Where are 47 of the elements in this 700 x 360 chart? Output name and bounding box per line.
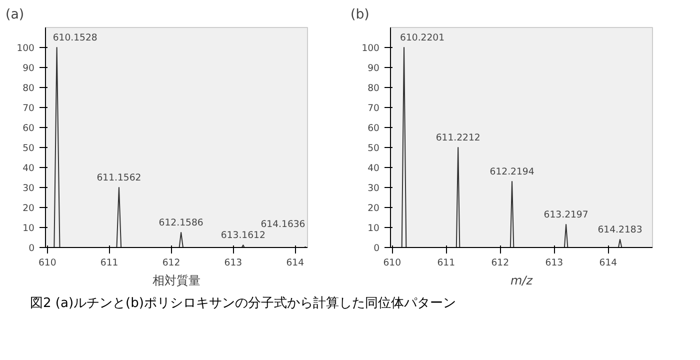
y-tick-label: 20 [22, 203, 35, 214]
y-tick-label: 60 [22, 123, 35, 134]
y-tick-label: 80 [22, 83, 35, 94]
y-tick-label: 80 [368, 83, 380, 94]
y-tick-label: 70 [368, 103, 380, 114]
y-tick-label: 70 [22, 103, 35, 114]
y-tick-label: 30 [22, 183, 35, 194]
y-tick-label: 10 [22, 223, 35, 234]
y-tick-label: 50 [22, 143, 35, 154]
x-tick-label: 613 [545, 258, 564, 268]
y-tick-label: 20 [368, 203, 380, 214]
annotation: 613.1612 [220, 230, 266, 242]
x-axis-title: 相対質量 [152, 274, 200, 288]
y-tick-label: 0 [374, 243, 380, 254]
y-tick-label: 40 [22, 163, 35, 174]
annotation: 611.1562 [96, 172, 142, 184]
y-tick-label: 100 [362, 43, 380, 54]
annotation: 614.1636 [260, 218, 306, 230]
annotation: 610.1528 [52, 32, 98, 44]
y-tick-label: 40 [368, 163, 380, 174]
chart-title: (a) [6, 8, 24, 22]
x-tick-label: 614 [599, 258, 618, 268]
x-tick-label: 614 [286, 258, 304, 268]
y-tick-label: 0 [28, 243, 35, 254]
annotation: 612.1586 [158, 218, 204, 228]
x-tick-label: 610 [383, 258, 402, 268]
annotation: 611.2212 [436, 132, 480, 144]
x-tick-label: 610 [38, 258, 56, 268]
y-tick-label: 60 [368, 123, 380, 134]
annotation: 614.2183 [598, 224, 642, 236]
y-tick-label: 100 [16, 43, 35, 54]
annotation: 612.2194 [490, 166, 534, 178]
x-tick-label: 611 [100, 258, 118, 268]
y-tick-label: 30 [368, 183, 380, 194]
caption: 図2 (a)ルチンと(b)ポリシロキサンの分子式から計算した同位体パターン [30, 295, 456, 313]
annotation: 613.2197 [544, 210, 588, 220]
x-axis-title: m/z [510, 274, 534, 288]
y-tick-label: 90 [368, 63, 380, 74]
chart-title: (b) [350, 8, 370, 22]
x-tick-label: 612 [491, 258, 510, 268]
x-tick-label: 613 [224, 258, 242, 268]
y-tick-label: 10 [368, 223, 380, 234]
x-tick-label: 612 [162, 258, 180, 268]
y-tick-label: 50 [368, 143, 380, 154]
annotation: 610.2201 [400, 32, 445, 44]
x-tick-label: 611 [437, 258, 456, 268]
y-tick-label: 90 [22, 63, 35, 74]
